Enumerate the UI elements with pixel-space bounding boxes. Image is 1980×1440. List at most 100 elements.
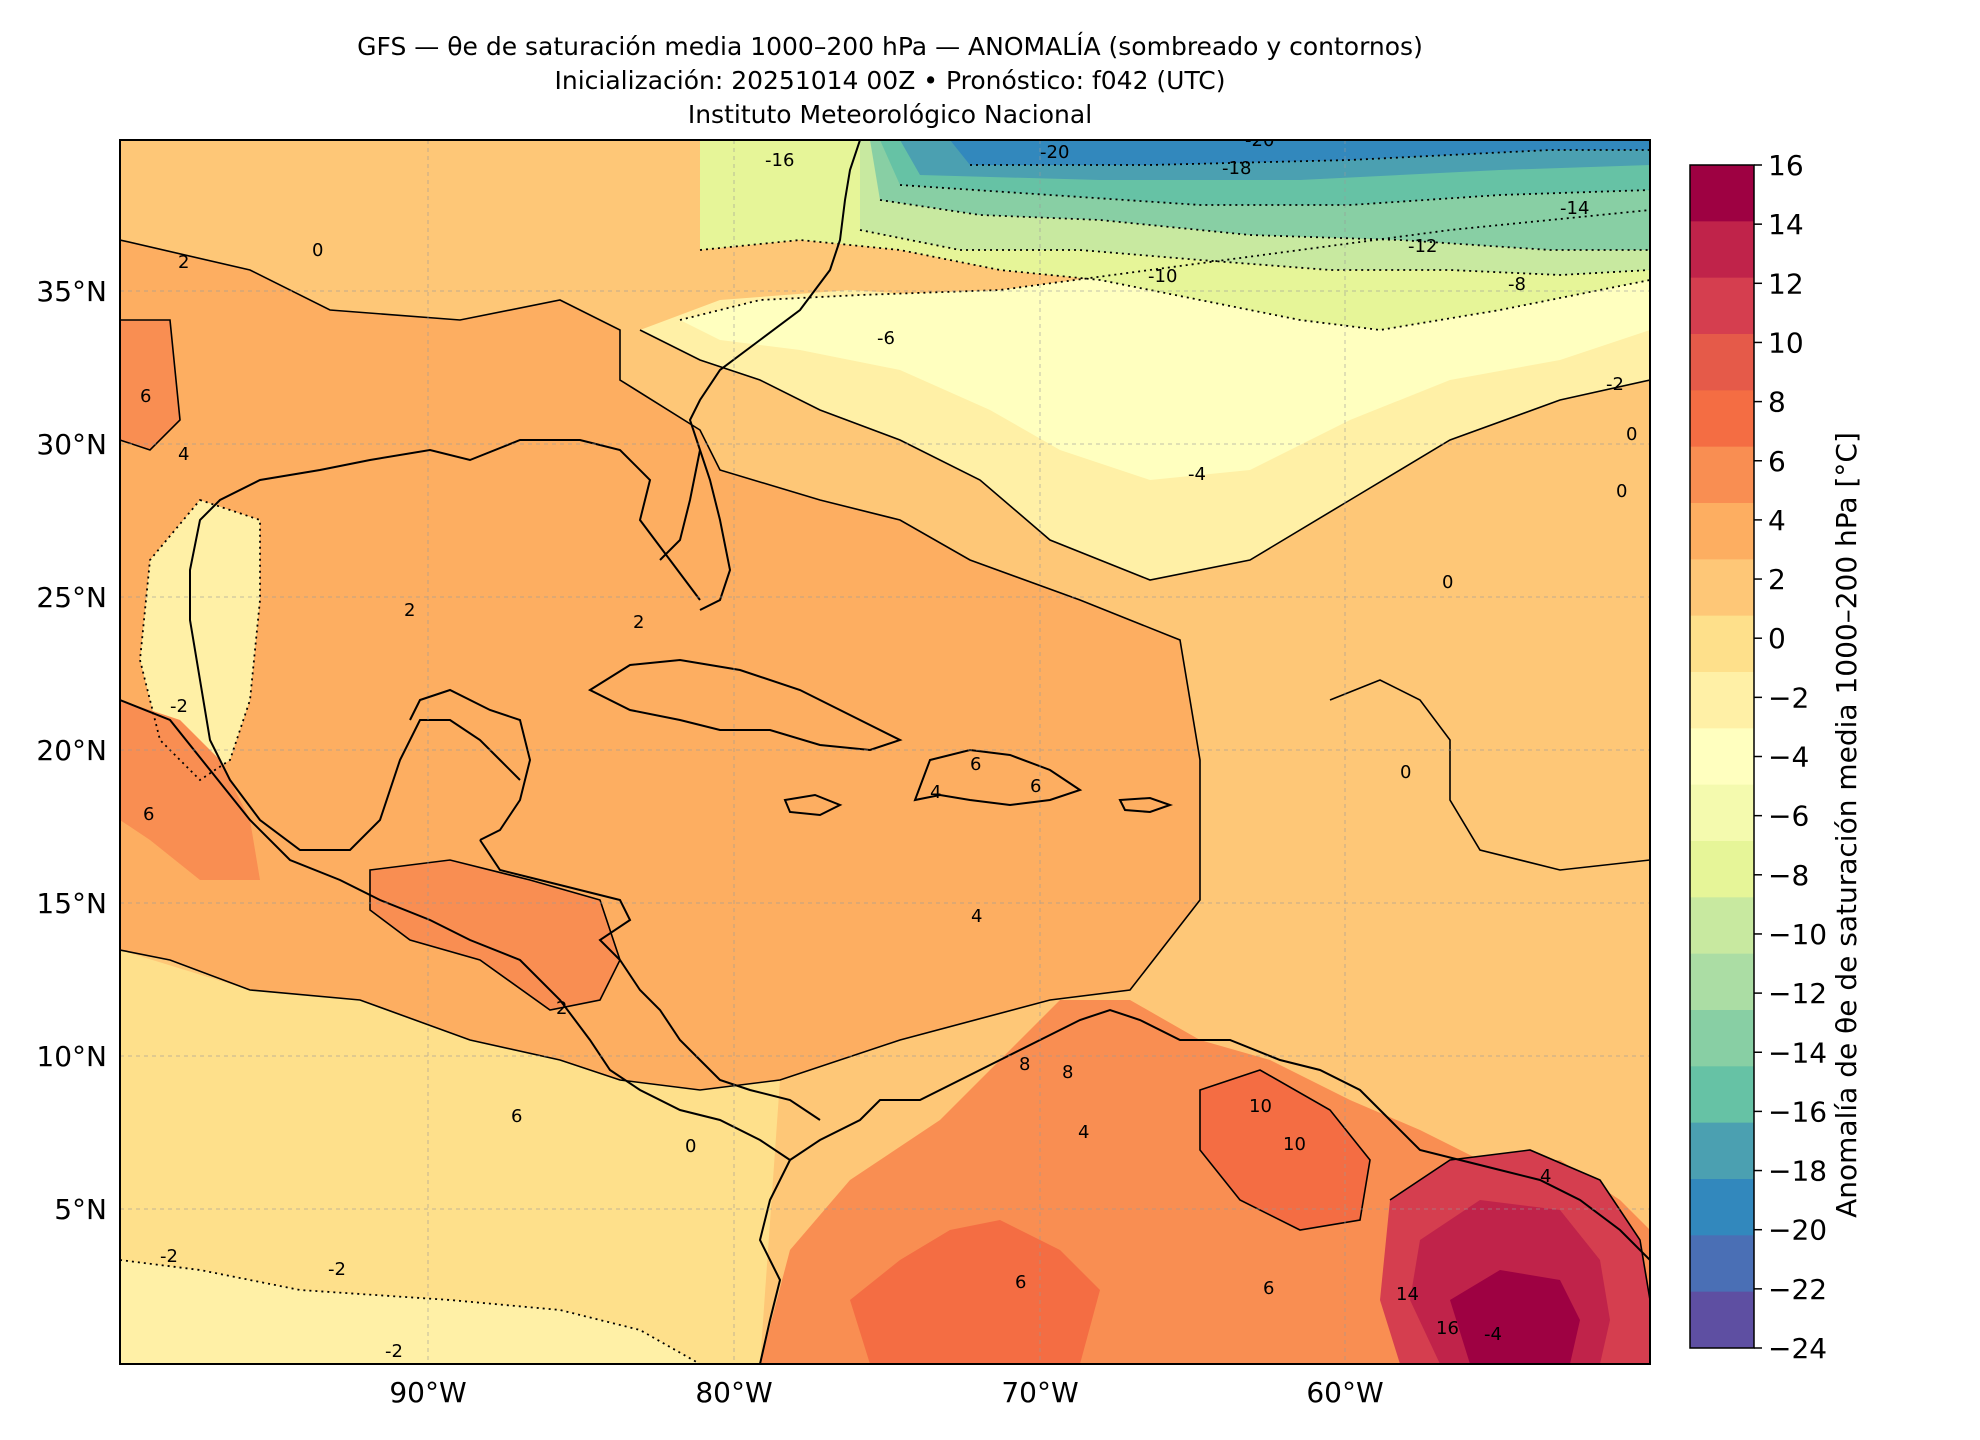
- anomaly-region-warm-mexico-nw: [120, 320, 180, 450]
- contour-label: -14: [1560, 198, 1589, 219]
- anomaly-region-warm-mexico: [120, 700, 260, 880]
- colorbar-segment: [1690, 841, 1754, 898]
- coastline-florida: [659, 449, 701, 561]
- colorbar-tick-label: −22: [1768, 1273, 1827, 1306]
- colorbar-segment: [1690, 334, 1754, 391]
- lon-label: 60°W: [1306, 1376, 1383, 1409]
- gridlines: [120, 140, 1650, 1364]
- contour-minus4: [699, 239, 1650, 331]
- contour-label: 6: [511, 1106, 522, 1127]
- colorbar-tick-label: −10: [1768, 918, 1827, 951]
- contour-minus2: [679, 209, 1650, 321]
- map-frame: [119, 139, 1651, 1365]
- colorbar-tick-label: −24: [1768, 1332, 1827, 1365]
- contour-label: -2: [170, 696, 188, 717]
- coastline-cuba: [587, 658, 903, 752]
- contour-0: [639, 329, 1650, 581]
- colorbar-tick-label: 8: [1768, 386, 1786, 419]
- coastline-pacific-mexico: [120, 699, 791, 1161]
- contour-label: 8: [1019, 1054, 1030, 1075]
- contour-2: [120, 239, 1201, 1091]
- colorbar-segment: [1690, 784, 1754, 842]
- contour-label: 6: [1015, 1272, 1026, 1293]
- colorbar-tick-label: 10: [1768, 326, 1804, 359]
- contour-label: -20: [1040, 142, 1069, 163]
- contour-label: 6: [1030, 776, 1041, 797]
- contour-label: -16: [765, 150, 794, 171]
- coastline-south-america: [789, 1008, 1650, 1261]
- contour-label: 14: [1396, 1284, 1419, 1305]
- colorbar: 16 14 12 10 8 6 4 2 0 −2 −4 −6 −8 −10 −12 −14 −16 −18 −20 −…: [1689, 149, 1827, 1365]
- colorbar-segment: [1690, 446, 1754, 504]
- contour-label: 4: [1540, 1166, 1551, 1187]
- coastline-jamaica: [783, 793, 843, 817]
- colorbar-segment: [1690, 277, 1754, 335]
- coastline-us-east: [688, 140, 861, 611]
- contour-label: 2: [556, 998, 567, 1019]
- contour-label: 0: [1400, 762, 1411, 783]
- anomaly-region-hot-south-america: [850, 1220, 1100, 1364]
- contour-label: -2: [328, 1259, 346, 1280]
- contour-label: -2: [160, 1246, 178, 1267]
- contour-minus2-yucatan: [139, 498, 261, 782]
- contour-label: -18: [1222, 158, 1251, 179]
- colorbar-segment: [1690, 1066, 1754, 1124]
- contour-label: 2: [633, 612, 644, 633]
- colorbar-segment: [1690, 953, 1754, 1011]
- colorbar-tick-label: 14: [1768, 208, 1804, 241]
- contour-minus8: [859, 229, 1650, 276]
- contour-label: 2: [404, 600, 415, 621]
- colorbar-segment: [1690, 390, 1754, 448]
- anomaly-region-extreme-guianas: [1450, 1270, 1580, 1364]
- colorbar-segment: [1690, 672, 1754, 729]
- contour-6-venezuela: [1199, 1069, 1371, 1231]
- colorbar-tick-label: 2: [1768, 563, 1786, 596]
- coastline-south-america-west: [758, 1159, 791, 1364]
- colorbar-tick-label: 16: [1768, 149, 1804, 182]
- map-subtitle-institute: Instituto Meteorológico Nacional: [687, 100, 1093, 129]
- lon-label: 80°W: [695, 1376, 772, 1409]
- contour-label: 10: [1249, 1096, 1272, 1117]
- coastline-puerto-rico: [1118, 796, 1174, 814]
- anomaly-region-warm-west: [120, 950, 780, 1364]
- colorbar-segment: [1690, 1010, 1754, 1067]
- contour-label: 6: [970, 754, 981, 775]
- lat-label: 25°N: [36, 581, 107, 614]
- colorbar-segment: [1690, 1235, 1754, 1293]
- colorbar-segment: [1690, 503, 1754, 560]
- lat-label: 30°N: [36, 428, 107, 461]
- coastline-hispaniola: [913, 748, 1083, 807]
- colorbar-segment: [1690, 1122, 1754, 1180]
- contour-4-central-america: [369, 859, 621, 1011]
- contour-lines-negative: [120, 149, 1650, 1364]
- colorbar-segment: [1690, 165, 1754, 222]
- contour-label: -4: [1188, 464, 1206, 485]
- anomaly-region-hot-venezuela: [1200, 1070, 1370, 1230]
- colorbar-tick-label: −12: [1768, 977, 1827, 1010]
- colorbar-tick-label: 12: [1768, 267, 1804, 300]
- colorbar-tick-label: 0: [1768, 622, 1786, 655]
- colorbar-segment: [1690, 897, 1754, 955]
- coastlines: [120, 140, 1650, 1364]
- lat-label: 5°N: [54, 1193, 107, 1226]
- colorbar-tick-label: −18: [1768, 1155, 1827, 1188]
- colorbar-segment: [1690, 221, 1754, 279]
- contour-label: -10: [1148, 266, 1177, 287]
- anomaly-region-cool-yucatan: [140, 500, 260, 780]
- contour-label: 0: [1616, 481, 1627, 502]
- map-title: GFS — θe de saturación media 1000–200 hP…: [357, 32, 1423, 61]
- contour-label: 0: [685, 1136, 696, 1157]
- contour-4-mexico: [120, 319, 181, 451]
- map-subtitle-init: Inicialización: 20251014 00Z • Pronóstic…: [554, 66, 1226, 95]
- lon-label: 90°W: [389, 1376, 466, 1409]
- colorbar-tick-label: −8: [1768, 859, 1809, 892]
- anomaly-region-cool-pacific: [120, 1260, 700, 1364]
- colorbar-tick-label: −6: [1768, 800, 1809, 833]
- contour-label: -12: [1408, 236, 1437, 257]
- contour-label: 0: [1626, 424, 1637, 445]
- contour-minus12: [879, 199, 1650, 251]
- latitude-labels: 35°N 30°N 25°N 20°N 15°N 10°N 5°N: [36, 275, 107, 1226]
- contour-label: 0: [1442, 572, 1453, 593]
- anomaly-region-minus20: [950, 140, 1650, 165]
- lat-label: 10°N: [36, 1040, 107, 1073]
